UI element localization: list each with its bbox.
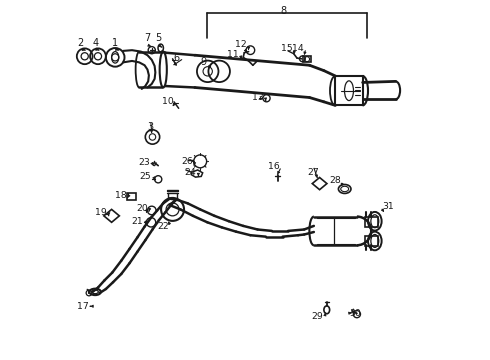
- Bar: [303, 56, 311, 62]
- Text: 14: 14: [292, 44, 304, 53]
- Text: 28: 28: [329, 176, 341, 185]
- Text: 17: 17: [77, 302, 89, 311]
- Text: 10: 10: [162, 97, 174, 106]
- Text: 22: 22: [157, 222, 169, 231]
- Text: 31: 31: [383, 202, 394, 211]
- Text: 5: 5: [155, 33, 161, 43]
- Text: 27: 27: [307, 168, 319, 177]
- Bar: [126, 193, 136, 200]
- Text: 25: 25: [140, 172, 151, 181]
- Bar: [365, 217, 378, 226]
- Text: 2: 2: [77, 38, 84, 48]
- Text: 19: 19: [95, 208, 107, 217]
- Text: 15: 15: [281, 44, 293, 53]
- Text: 12: 12: [235, 40, 246, 49]
- Text: 16: 16: [268, 162, 280, 171]
- Text: 13: 13: [252, 93, 264, 102]
- Text: 30: 30: [349, 309, 361, 318]
- Text: 20: 20: [136, 204, 147, 213]
- Text: 26: 26: [181, 157, 193, 166]
- Bar: [335, 76, 363, 105]
- Text: 6: 6: [173, 53, 179, 63]
- Text: 29: 29: [311, 312, 322, 321]
- Text: 18: 18: [116, 190, 127, 199]
- Bar: [365, 236, 378, 246]
- Text: 24: 24: [185, 168, 196, 177]
- Text: 11: 11: [226, 50, 238, 59]
- Text: 23: 23: [138, 158, 150, 167]
- Text: 9: 9: [201, 57, 207, 67]
- Text: 7: 7: [145, 33, 150, 43]
- Text: 21: 21: [131, 217, 143, 226]
- Text: 3: 3: [147, 122, 154, 132]
- Text: 1: 1: [112, 38, 118, 48]
- Text: 8: 8: [281, 6, 287, 17]
- Text: 4: 4: [93, 38, 98, 48]
